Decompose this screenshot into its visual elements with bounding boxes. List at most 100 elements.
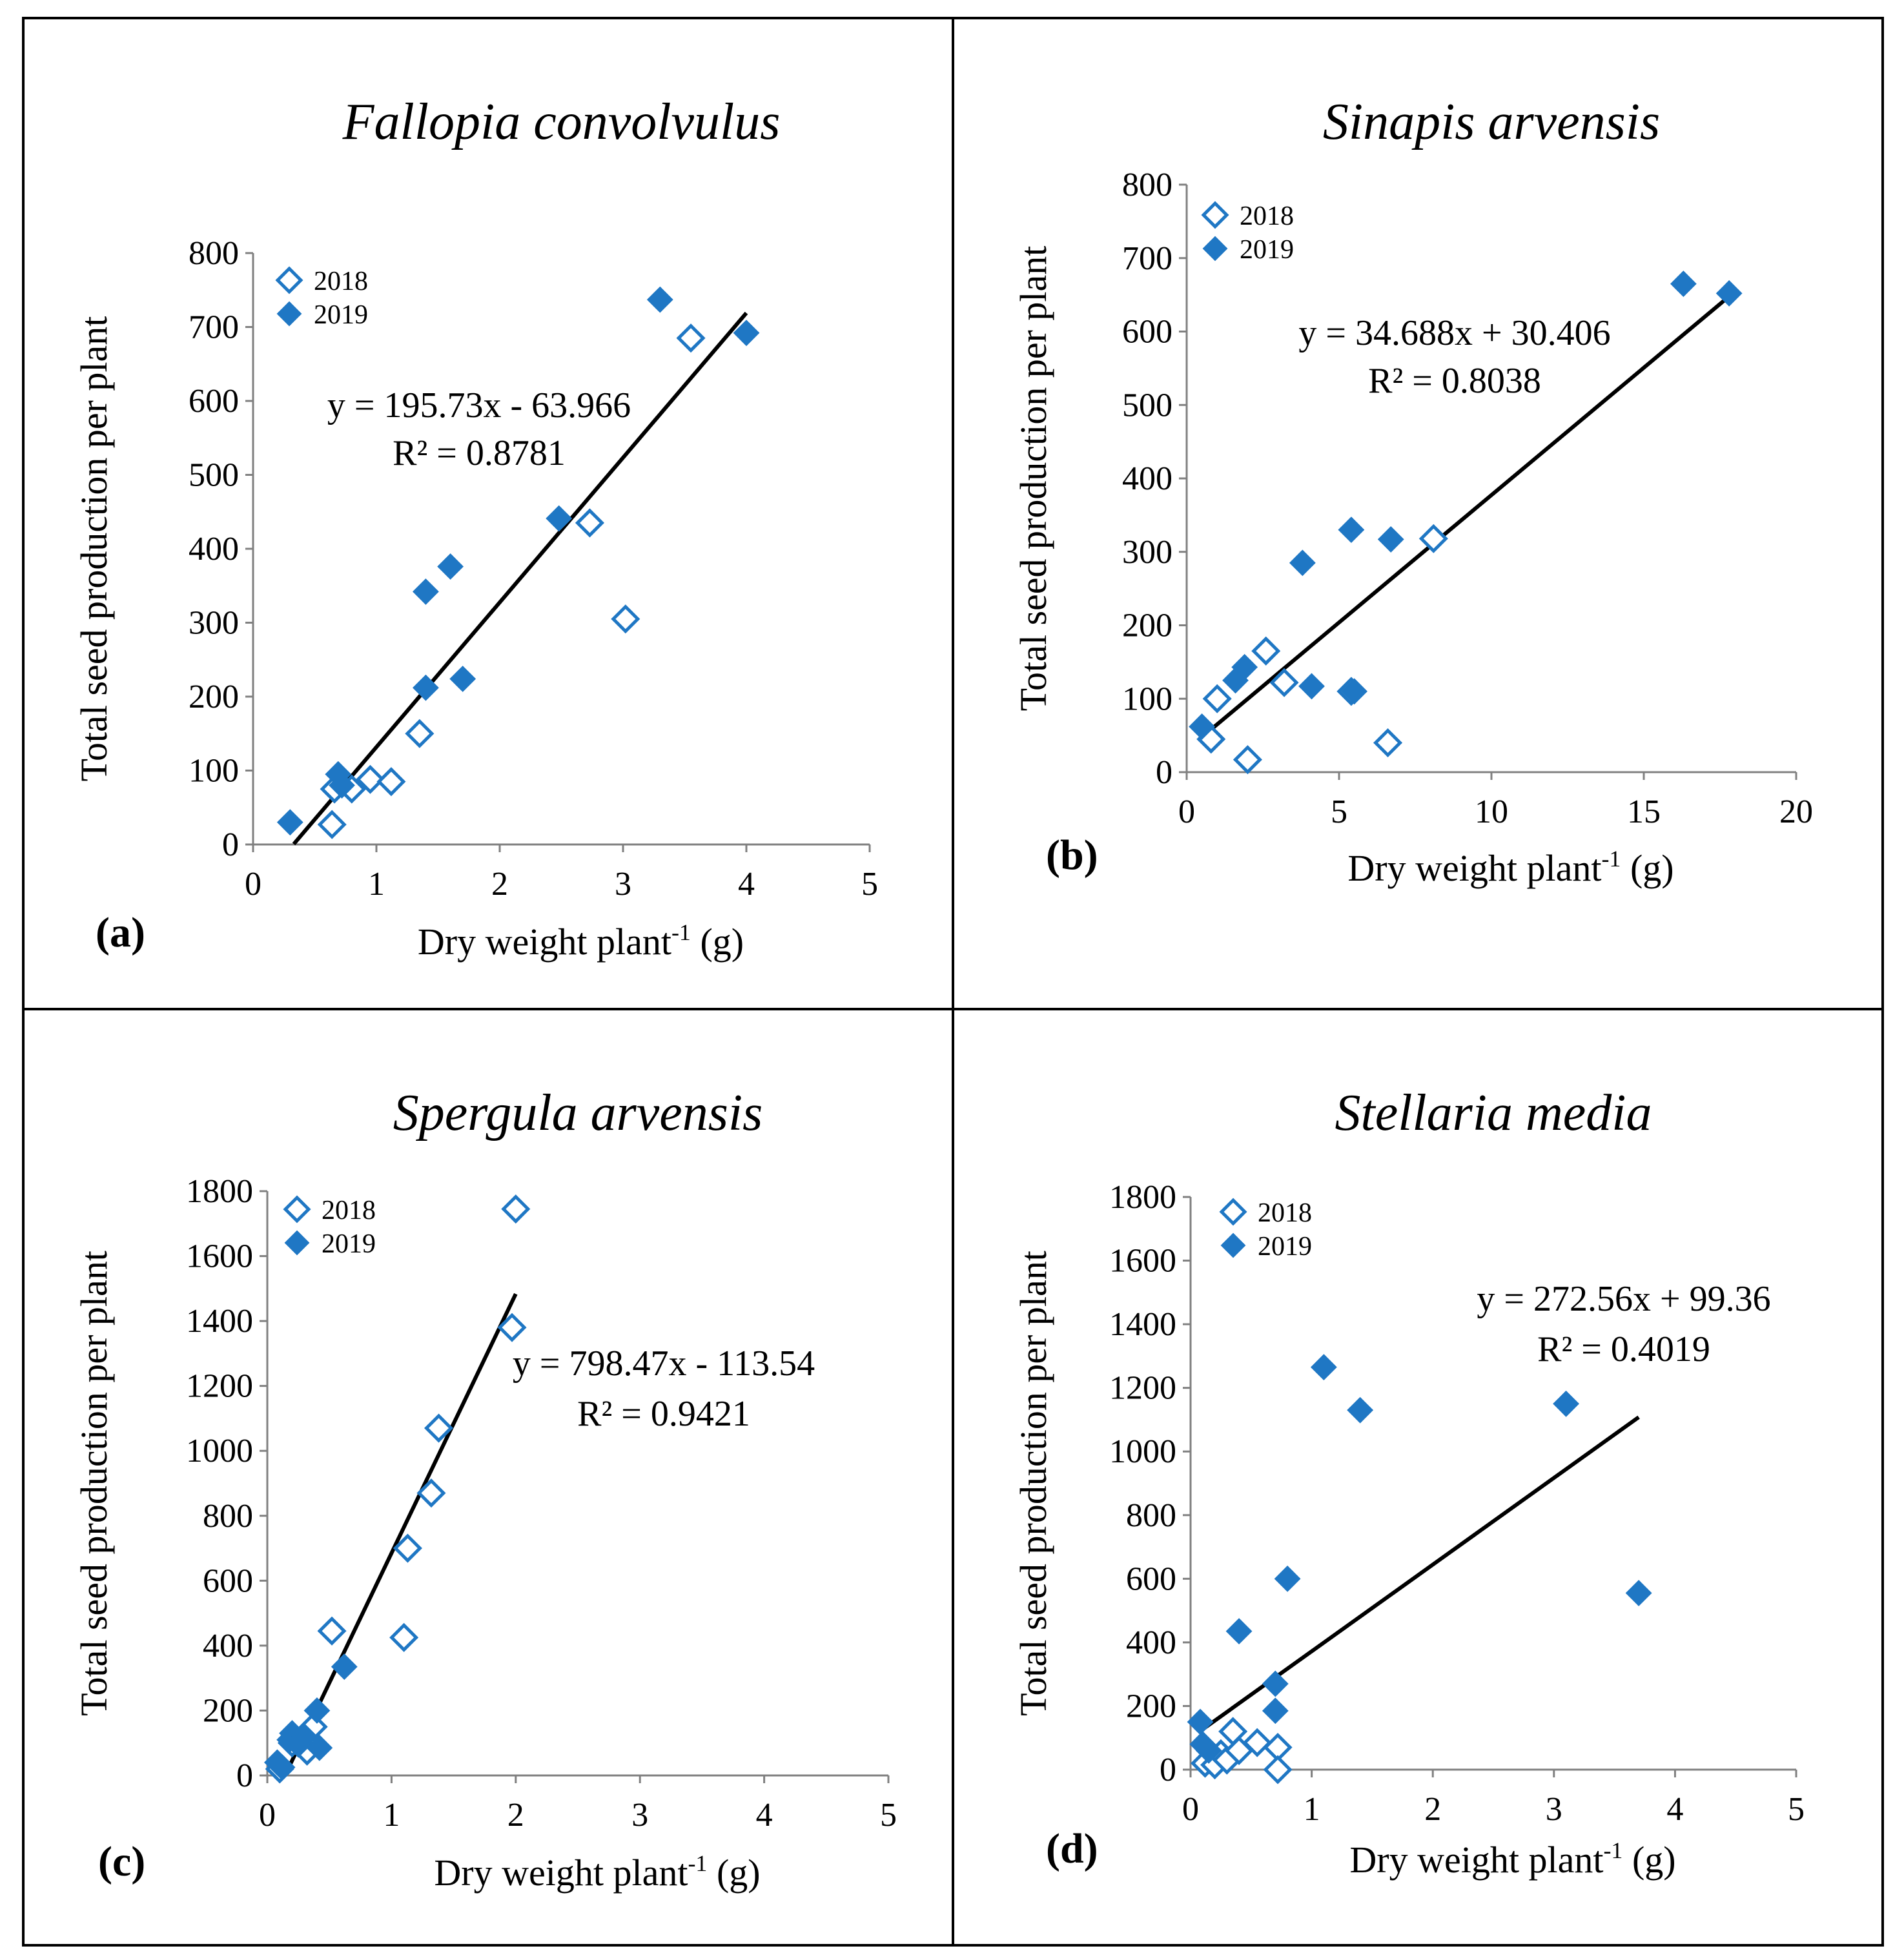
panel-d: Stellaria media 0 200 400 600 800 1000 1200 1400… <box>1012 1085 1805 1881</box>
legend-marker-2019 <box>1220 1232 1246 1258</box>
x-axis-label: Dry weight plant-1 (g) <box>418 919 744 963</box>
x-tick-label: 20 <box>1779 793 1813 830</box>
x-tick-label: 3 <box>631 1797 648 1834</box>
x-tick-label: 0 <box>1178 793 1195 830</box>
legend-label: 2018 <box>314 267 368 296</box>
data-point-2019 <box>1189 713 1216 740</box>
data-point-2018 <box>424 1413 454 1443</box>
data-point-2019 <box>1187 1708 1214 1735</box>
y-tick-label: 1600 <box>186 1238 253 1275</box>
data-point-2019 <box>646 286 673 313</box>
legend-label: 2018 <box>322 1196 376 1225</box>
data-point-2018 <box>376 767 406 797</box>
y-tick-label: 100 <box>1122 680 1172 717</box>
data-point-2019 <box>1289 549 1316 577</box>
y-tick-label: 600 <box>189 383 239 420</box>
data-point-2019 <box>412 674 439 701</box>
panel-letter: (d) <box>1046 1825 1098 1872</box>
x-tick-label: 2 <box>507 1797 524 1834</box>
data-point-2018 <box>1233 745 1262 775</box>
panel-letter: (b) <box>1046 832 1098 879</box>
data-point-2019 <box>329 772 355 799</box>
y-axis-label: Total seed production per plant <box>73 1251 115 1716</box>
legend-label: 2019 <box>1240 235 1294 265</box>
x-tick-label: 5 <box>1788 1791 1805 1828</box>
y-tick-label: 300 <box>189 605 239 642</box>
data-point-2019 <box>303 1697 331 1724</box>
trendline-equation: y = 272.56x + 99.36 <box>1477 1279 1770 1319</box>
data-point-2019 <box>1262 1670 1289 1697</box>
data-point-2018 <box>1269 668 1299 697</box>
x-tick-label: 10 <box>1475 793 1508 830</box>
data-point-2019 <box>1262 1697 1289 1724</box>
y-tick-label: 800 <box>1122 167 1172 203</box>
legend-marker-2018 <box>283 1195 311 1223</box>
x-tick-label: 1 <box>1304 1791 1320 1828</box>
y-tick-label: 1400 <box>1109 1306 1176 1343</box>
data-point-2018 <box>355 764 385 794</box>
y-tick-label: 500 <box>1122 387 1172 424</box>
trendline <box>292 311 748 846</box>
chart-title: Spergula arvensis <box>393 1085 763 1141</box>
data-point-2019 <box>1347 1396 1374 1424</box>
y-tick-label: 700 <box>189 309 239 346</box>
data-point-2018 <box>575 508 604 538</box>
data-point-2019 <box>331 1653 358 1680</box>
y-tick-label: 600 <box>203 1562 253 1599</box>
x-axis-label: Dry weight plant-1 (g) <box>1349 1837 1675 1881</box>
y-tick-label: 500 <box>189 457 239 494</box>
data-point-2019 <box>412 578 439 605</box>
panel-letter: (a) <box>96 909 145 956</box>
x-tick-label: 5 <box>1331 793 1347 830</box>
data-point-2019 <box>1715 280 1743 307</box>
y-tick-label: 200 <box>1126 1688 1176 1724</box>
r-squared-label: R² = 0.8038 <box>1368 361 1541 401</box>
y-tick-label: 1600 <box>1109 1243 1176 1280</box>
data-point-2018 <box>1373 728 1403 758</box>
x-tick-label: 0 <box>259 1797 276 1834</box>
data-point-2019 <box>1670 271 1697 297</box>
x-tick-label: 4 <box>1666 1791 1683 1828</box>
x-tick-label: 1 <box>383 1797 400 1834</box>
panel-c: Spergula arvensis02004006008001000120014… <box>73 1085 897 1894</box>
data-point-2018 <box>1242 1728 1272 1757</box>
r-squared-label: R² = 0.4019 <box>1537 1329 1710 1369</box>
y-tick-label: 200 <box>189 679 239 715</box>
trendline-equation: y = 798.47x - 113.54 <box>513 1344 815 1384</box>
y-tick-label: 0 <box>236 1757 253 1794</box>
chart-title: Sinapis arvensis <box>1323 94 1660 150</box>
x-tick-label: 1 <box>368 866 385 903</box>
y-tick-label: 1000 <box>1109 1433 1176 1470</box>
x-tick-label: 2 <box>491 866 508 903</box>
data-point-2019 <box>1625 1580 1652 1606</box>
data-point-2019 <box>306 1734 333 1761</box>
y-tick-label: 200 <box>203 1692 253 1729</box>
chart-title: Stellaria media <box>1335 1085 1652 1141</box>
x-tick-label: 5 <box>861 866 878 903</box>
data-point-2019 <box>546 505 573 532</box>
y-tick-label: 1200 <box>1109 1370 1176 1407</box>
x-tick-label: 0 <box>245 866 261 903</box>
y-tick-label: 0 <box>1160 1752 1176 1788</box>
y-tick-label: 800 <box>1126 1497 1176 1534</box>
r-squared-label: R² = 0.8781 <box>393 433 566 473</box>
panel-a: Fallopia convolvulus 0 100 200 300 400 500 600 7… <box>73 94 878 963</box>
x-tick-label: 0 <box>1182 1791 1199 1828</box>
data-point-2018 <box>501 1194 531 1224</box>
y-tick-label: 1800 <box>1109 1179 1176 1216</box>
x-tick-label: 2 <box>1424 1791 1441 1828</box>
x-axis-label: Dry weight plant-1 (g) <box>1347 846 1674 889</box>
data-point-2018 <box>1202 684 1232 713</box>
data-point-2019 <box>1377 526 1404 553</box>
y-tick-label: 400 <box>1126 1624 1176 1661</box>
trendline <box>283 1293 518 1777</box>
x-tick-label: 4 <box>738 866 755 903</box>
y-tick-label: 600 <box>1122 314 1172 351</box>
panel-letter: (c) <box>98 1838 145 1885</box>
y-tick-label: 1200 <box>186 1368 253 1405</box>
data-point-2018 <box>611 604 640 634</box>
data-point-2018 <box>317 1616 347 1646</box>
y-tick-label: 700 <box>1122 240 1172 277</box>
y-tick-label: 300 <box>1122 534 1172 571</box>
